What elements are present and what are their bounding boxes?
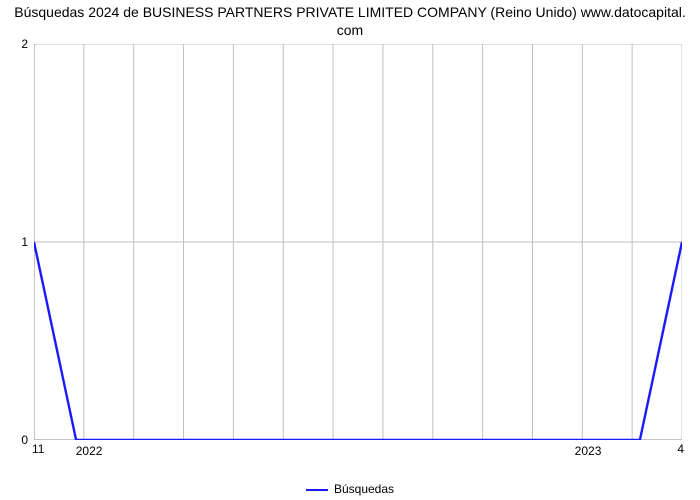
legend-swatch (306, 489, 328, 491)
chart-title-line1: Búsquedas 2024 de BUSINESS PARTNERS PRIV… (14, 4, 686, 20)
x-right-end-label: 4 (677, 442, 684, 456)
plot-svg (34, 44, 682, 440)
x-tick-label: 2022 (76, 444, 103, 458)
legend: Búsquedas (0, 482, 700, 496)
chart-title-line2: com (337, 22, 363, 38)
y-tick-label: 2 (21, 37, 28, 51)
y-tick-label: 1 (21, 235, 28, 249)
x-left-end-label: 11 (32, 442, 44, 456)
x-tick-label: 2023 (575, 444, 602, 458)
chart-title: Búsquedas 2024 de BUSINESS PARTNERS PRIV… (0, 0, 700, 39)
legend-label: Búsquedas (334, 482, 394, 496)
chart-container: Búsquedas 2024 de BUSINESS PARTNERS PRIV… (0, 0, 700, 500)
plot-area: 012 20222023 11 4 (34, 44, 682, 440)
y-tick-label: 0 (21, 433, 28, 447)
